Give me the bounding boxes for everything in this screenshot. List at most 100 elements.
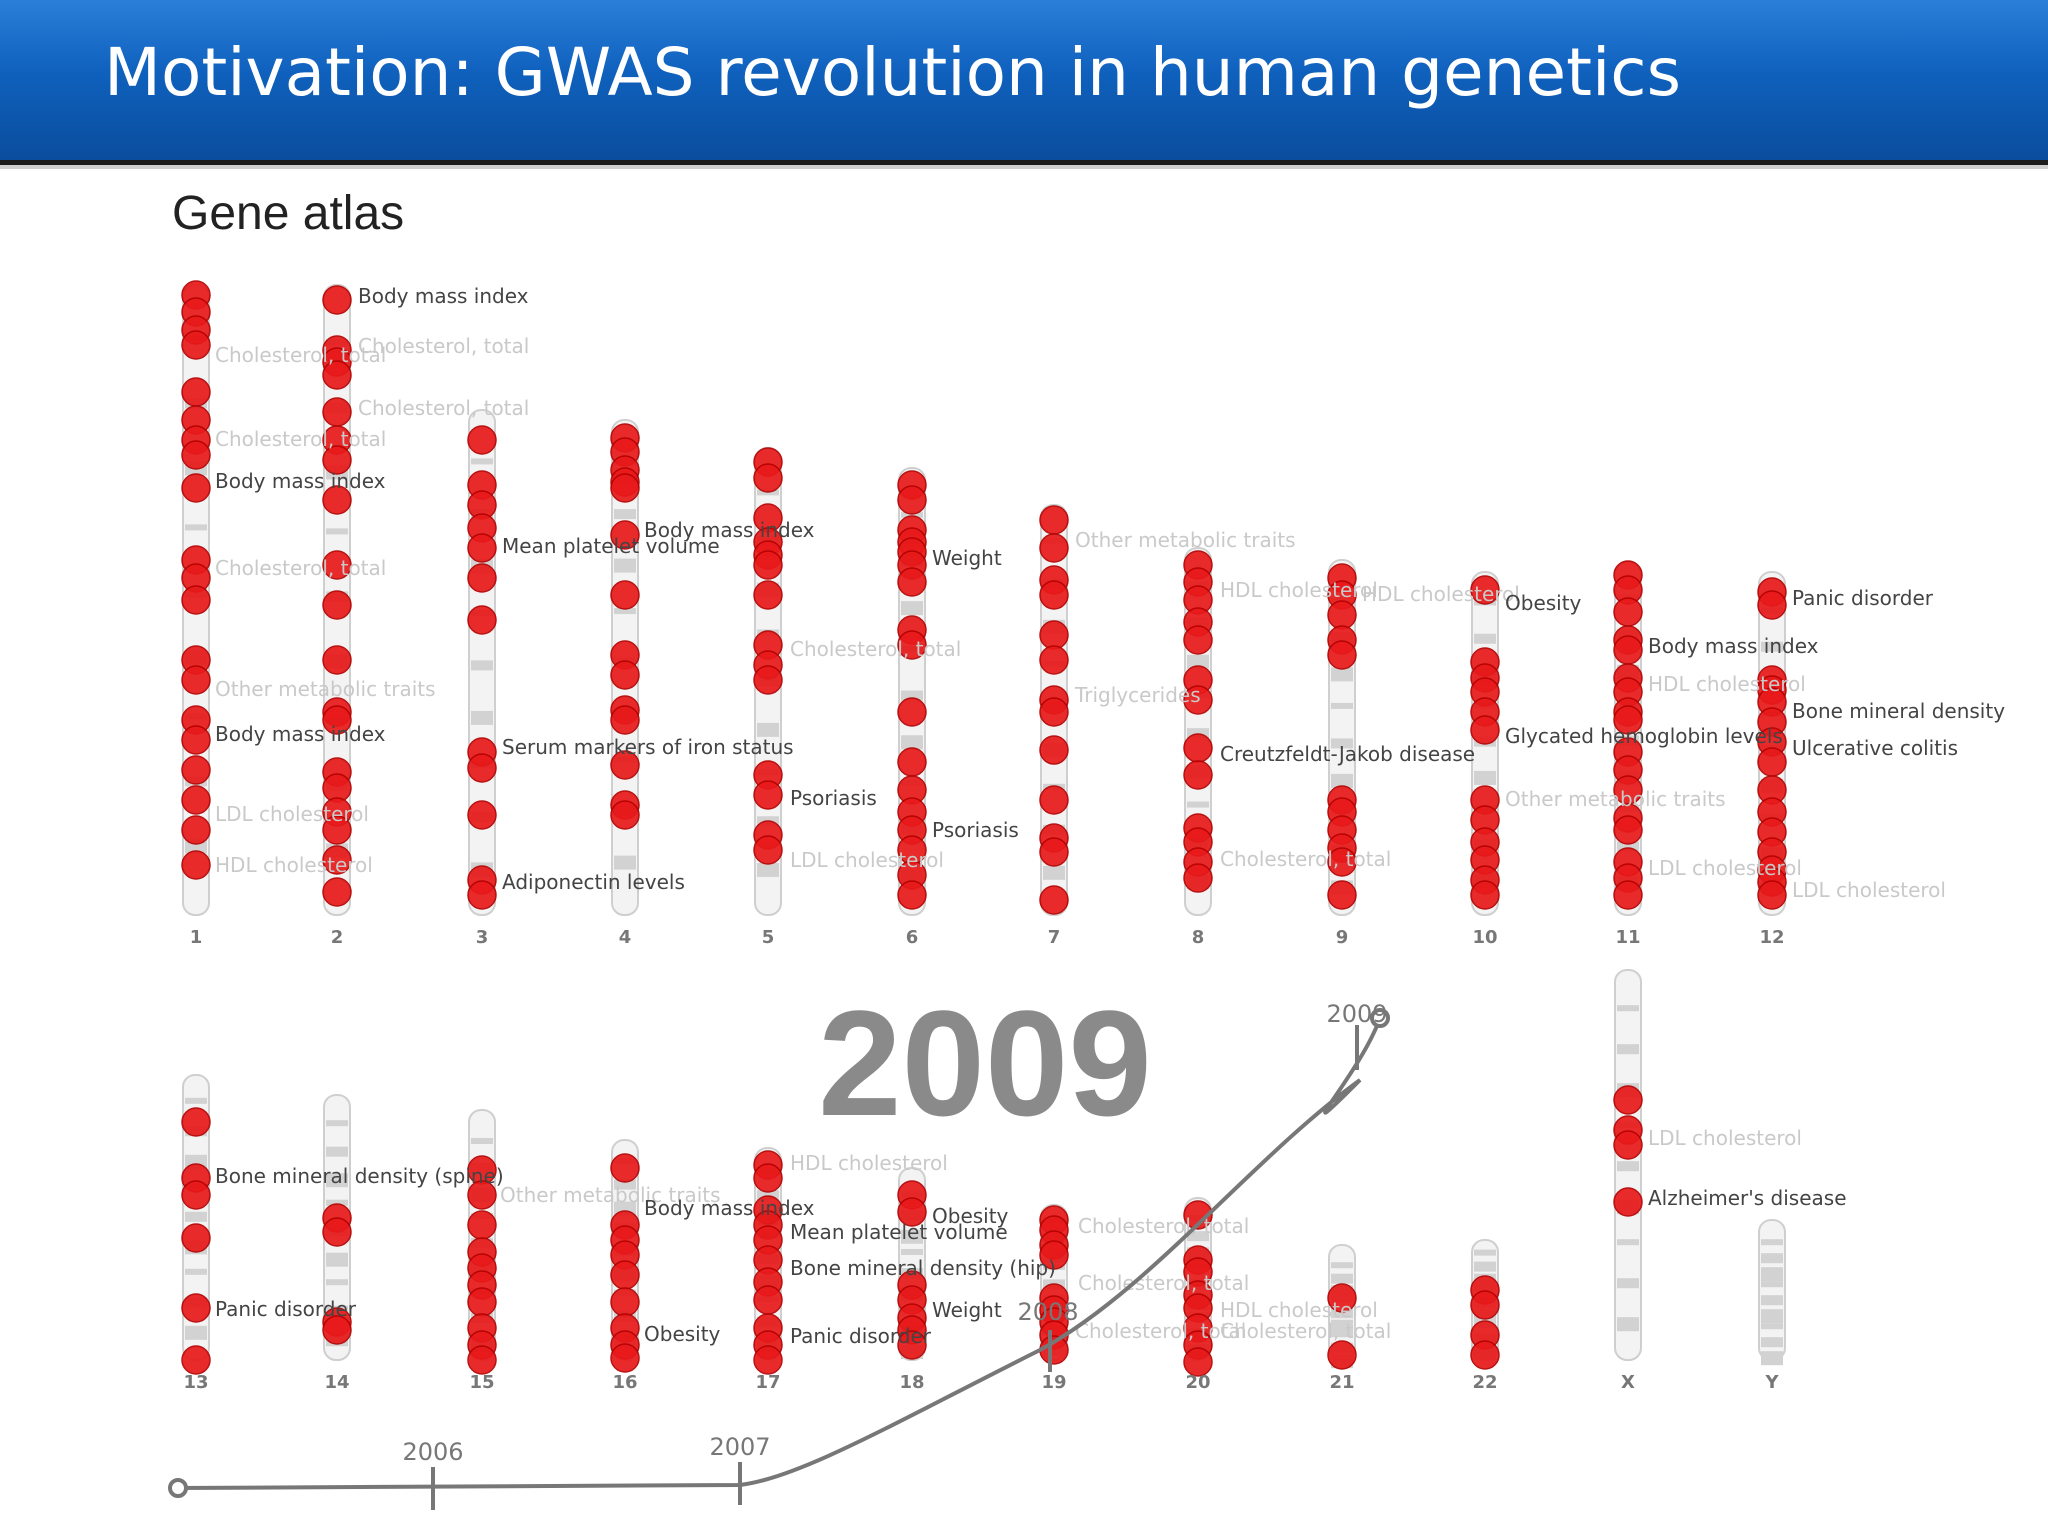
snp-marker [610,1287,640,1317]
trait-label: Cholesterol, total [358,334,529,358]
chromosome-number-label: 19 [1041,1372,1066,1393]
chromosome-number-label: 3 [476,927,489,948]
trait-label: Weight [932,1298,1002,1322]
snp-marker [1470,880,1500,910]
snp-marker [181,1345,211,1375]
snp-marker [1613,815,1643,845]
slide-title: Motivation: GWAS revolution in human gen… [104,34,1681,111]
snp-marker [181,1223,211,1253]
chromosome-band [1187,654,1209,669]
chromosome-number-label: 10 [1472,927,1497,948]
chromosome-number-label: 11 [1615,927,1640,948]
trait-label: Body mass index [215,722,386,746]
snp-marker [322,445,352,475]
chromosome-band [1761,1295,1783,1306]
snp-marker [322,285,352,315]
trait-label: Cholesterol, total [215,343,386,367]
chromosome-band [471,710,493,725]
chromosome-band [1187,728,1209,739]
chromosome-number-label: 13 [183,1372,208,1393]
chromosome-band [185,1097,207,1104]
trait-label: Panic disorder [1792,586,1934,610]
snp-marker [897,880,927,910]
chromosome-band [326,1199,348,1206]
chromosome-band [1331,1262,1353,1269]
trait-label: Adiponectin levels [502,870,685,894]
trait-label: HDL cholesterol [790,1151,948,1175]
trait-label: HDL cholesterol [1648,672,1806,696]
snp-marker [1613,1187,1643,1217]
snp-marker [467,753,497,783]
trait-label: Panic disorder [215,1297,357,1321]
chromosome-number-label: Y [1764,1372,1779,1393]
trait-label: HDL cholesterol [1220,578,1378,602]
trait-label: Mean platelet volume [502,534,720,558]
trait-label: Body mass index [358,284,529,308]
trait-label: Cholesterol, total [1078,1271,1249,1295]
snp-marker [1183,1200,1213,1230]
chromosome-band [1617,1239,1639,1246]
trait-label: Body mass index [644,518,815,542]
snp-marker [322,815,352,845]
snp-marker [897,567,927,597]
trait-label: HDL cholesterol [215,853,373,877]
snp-marker [1039,697,1069,727]
snp-marker [181,1180,211,1210]
snp-marker [1757,590,1787,620]
snp-marker [467,533,497,563]
trait-label: Triglycerides [1074,683,1201,707]
snp-marker [1613,880,1643,910]
chromosome-band [326,1120,348,1127]
snp-marker [1183,625,1213,655]
snp-marker [322,397,352,427]
trait-label: Creutzfeldt-Jakob disease [1220,742,1475,766]
chromosome-number-label: 2 [331,927,344,948]
snp-marker [1470,575,1500,605]
trait-label: Obesity [932,1204,1009,1228]
chromosome-band [614,608,636,615]
chromosome-number-label: 14 [324,1372,349,1393]
trait-label: HDL cholesterol [1362,582,1520,606]
snp-marker [322,1315,352,1345]
chromosome-band [185,1325,207,1340]
chromosome-number-label: 4 [619,927,632,948]
snp-marker [467,800,497,830]
chromosome-band [471,458,493,465]
chromosome-number-label: 5 [762,927,775,948]
trait-label: Other metabolic traits [500,1183,721,1207]
snp-marker [1039,837,1069,867]
snp-marker [610,1343,640,1373]
trait-label: Panic disorder [790,1324,932,1348]
snp-marker [1327,847,1357,877]
chromosome-band [1331,773,1353,788]
snp-marker [1327,1283,1357,1313]
snp-marker [610,580,640,610]
chromosome-number-label: 18 [899,1372,924,1393]
snp-marker [1613,1130,1643,1160]
snp-marker [1470,715,1500,745]
chromosome-band [1761,641,1783,652]
chromosome-band [901,1229,923,1244]
chromosome-band [757,862,779,877]
snp-marker [610,1153,640,1183]
snp-marker [467,1180,497,1210]
snp-marker [1613,1085,1643,1115]
chromosome-band [1331,1331,1353,1338]
chromosome-number-label: 22 [1472,1372,1497,1393]
chromosome-band [901,735,923,750]
chromosome-band [757,1190,779,1201]
snp-marker [1039,885,1069,915]
snp-marker [467,563,497,593]
snp-marker [322,550,352,580]
trait-label: Cholesterol, total [215,427,386,451]
trait-label: Weight [932,546,1002,570]
snp-marker [181,1293,211,1323]
snp-marker [1039,533,1069,563]
snp-marker [322,485,352,515]
snp-marker [181,585,211,615]
chromosome-band [1617,841,1639,852]
snp-marker [322,845,352,875]
trait-label: Bone mineral density (hip) [790,1256,1056,1280]
snp-marker [181,725,211,755]
